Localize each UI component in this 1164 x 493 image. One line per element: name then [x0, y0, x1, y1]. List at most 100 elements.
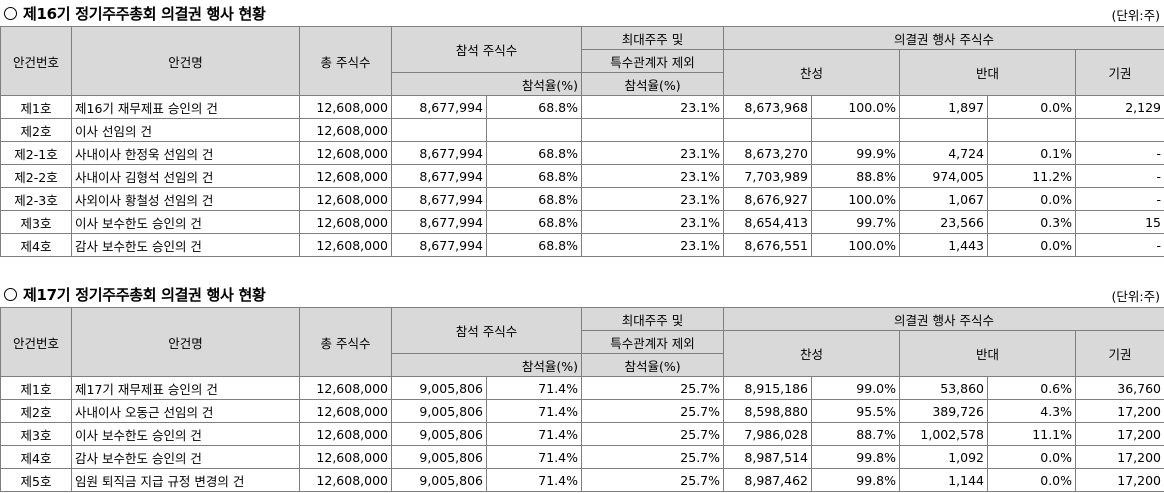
attending-shares-cell: 9,005,806 — [391, 376, 487, 400]
header-excl-line1: 최대주주 및 — [581, 26, 725, 50]
against-shares-cell: 1,897 — [899, 95, 989, 119]
excl-rate-cell: 23.1% — [581, 95, 725, 119]
abstain-shares-cell: 15 — [1075, 210, 1164, 234]
for-shares-cell: 8,915,186 — [723, 376, 813, 400]
header-voting-group: 의결권 행사 주식수 — [723, 307, 1164, 331]
attending-shares-cell: 8,677,994 — [391, 210, 487, 234]
against-pct-cell: 0.0% — [987, 95, 1077, 119]
for-shares-cell: 8,987,462 — [723, 468, 813, 492]
header-abstain: 기권 — [1075, 49, 1164, 96]
agenda-name-cell: 사내이사 오동근 선임의 건 — [71, 399, 300, 423]
total-shares-cell: 12,608,000 — [299, 233, 392, 257]
header-total-shares: 총 주식수 — [299, 307, 392, 377]
section-title: 제16기 정기주주총회 의결권 행사 현황 — [4, 3, 266, 24]
for-shares-cell: 8,676,551 — [723, 233, 813, 257]
agenda-name-cell: 임원 퇴직금 지급 규정 변경의 건 — [71, 468, 300, 492]
excl-rate-cell: 23.1% — [581, 233, 725, 257]
abstain-shares-cell: - — [1075, 164, 1164, 188]
agenda-name-cell: 이사 선임의 건 — [71, 118, 300, 142]
attending-shares-cell: 8,677,994 — [391, 95, 487, 119]
header-for: 찬성 — [723, 49, 901, 96]
for-shares-cell: 7,703,989 — [723, 164, 813, 188]
agenda-name-cell: 제17기 재무제표 승인의 건 — [71, 376, 300, 400]
abstain-shares-cell: 17,200 — [1075, 422, 1164, 446]
for-pct-cell: 99.7% — [811, 210, 901, 234]
table-row: 제3호 이사 보수한도 승인의 건 12,608,000 8,677,994 68.8%… — [0, 210, 1164, 234]
excl-rate-cell — [581, 118, 725, 142]
table-row: 제2호 사내이사 오동근 선임의 건 12,608,000 9,005,806 71.4… — [0, 399, 1164, 423]
for-pct-cell: 100.0% — [811, 233, 901, 257]
attendance-rate-cell: 71.4% — [485, 445, 583, 469]
attendance-rate-cell: 71.4% — [485, 468, 583, 492]
for-shares-cell: 8,673,270 — [723, 141, 813, 165]
total-shares-cell: 12,608,000 — [299, 210, 392, 234]
agenda-no-cell: 제2호 — [0, 118, 72, 142]
agenda-no-cell: 제2-1호 — [0, 141, 72, 165]
attendance-rate-cell: 71.4% — [485, 376, 583, 400]
table-header: 안건번호 안건명 총 주식수 참석 주식수 최대주주 및 의결권 행사 주식수 … — [0, 26, 1164, 96]
total-shares-cell: 12,608,000 — [299, 468, 392, 492]
for-pct-cell: 99.8% — [811, 468, 901, 492]
for-shares-cell — [723, 118, 813, 142]
attendance-rate-cell: 68.8% — [485, 141, 583, 165]
header-attendance-rate: 참석율(%) — [390, 353, 583, 377]
against-pct-cell: 0.6% — [987, 376, 1077, 400]
attendance-rate-cell: 71.4% — [485, 422, 583, 446]
excl-rate-cell: 25.7% — [581, 468, 725, 492]
against-shares-cell: 4,724 — [899, 141, 989, 165]
agenda-no-cell: 제2-2호 — [0, 164, 72, 188]
agenda-name-cell: 이사 보수한도 승인의 건 — [71, 210, 300, 234]
total-shares-cell: 12,608,000 — [299, 141, 392, 165]
agenda-no-cell: 제1호 — [0, 376, 72, 400]
header-attendance-rate: 참석율(%) — [390, 72, 583, 96]
against-pct-cell: 11.2% — [987, 164, 1077, 188]
against-pct-cell: 0.0% — [987, 468, 1077, 492]
against-shares-cell: 389,726 — [899, 399, 989, 423]
attending-shares-cell: 9,005,806 — [391, 399, 487, 423]
for-pct-cell: 88.8% — [811, 164, 901, 188]
against-shares-cell: 23,566 — [899, 210, 989, 234]
attending-shares-cell: 8,677,994 — [391, 164, 487, 188]
table-header: 안건번호 안건명 총 주식수 참석 주식수 최대주주 및 의결권 행사 주식수 … — [0, 307, 1164, 377]
agenda-no-cell: 제2-3호 — [0, 187, 72, 211]
agenda-no-cell: 제3호 — [0, 422, 72, 446]
against-pct-cell: 0.1% — [987, 141, 1077, 165]
table-row: 제2-2호 사내이사 김형석 선임의 건 12,608,000 8,677,994 68… — [0, 164, 1164, 188]
against-pct-cell: 0.0% — [987, 233, 1077, 257]
table-row: 제1호 제16기 재무제표 승인의 건 12,608,000 8,677,994 68.… — [0, 95, 1164, 119]
total-shares-cell: 12,608,000 — [299, 95, 392, 119]
abstain-shares-cell: 17,200 — [1075, 468, 1164, 492]
attendance-rate-cell: 68.8% — [485, 164, 583, 188]
total-shares-cell: 12,608,000 — [299, 422, 392, 446]
for-pct-cell: 100.0% — [811, 187, 901, 211]
for-shares-cell: 8,676,927 — [723, 187, 813, 211]
circle-bullet-icon — [4, 288, 17, 301]
voting-table: 안건번호 안건명 총 주식수 참석 주식수 최대주주 및 의결권 행사 주식수 … — [0, 307, 1164, 492]
excl-rate-cell: 23.1% — [581, 164, 725, 188]
section-header: 제16기 정기주주총회 의결권 행사 현황 (단위:주) — [0, 0, 1164, 26]
for-pct-cell — [811, 118, 901, 142]
circle-bullet-icon — [4, 7, 17, 20]
header-against: 반대 — [899, 49, 1077, 96]
excl-rate-cell: 23.1% — [581, 187, 725, 211]
header-excl-line1: 최대주주 및 — [581, 307, 725, 331]
for-pct-cell: 99.8% — [811, 445, 901, 469]
header-agenda-name: 안건명 — [71, 307, 300, 377]
against-shares-cell: 1,144 — [899, 468, 989, 492]
total-shares-cell: 12,608,000 — [299, 187, 392, 211]
excl-rate-cell: 25.7% — [581, 445, 725, 469]
against-shares-cell: 1,443 — [899, 233, 989, 257]
attending-shares-cell: 9,005,806 — [391, 468, 487, 492]
unit-label: (단위:주) — [1111, 8, 1160, 23]
agenda-no-cell: 제2호 — [0, 399, 72, 423]
for-shares-cell: 8,598,880 — [723, 399, 813, 423]
attending-shares-cell: 9,005,806 — [391, 445, 487, 469]
for-shares-cell: 7,986,028 — [723, 422, 813, 446]
agenda-name-cell: 감사 보수한도 승인의 건 — [71, 445, 300, 469]
agenda-no-cell: 제5호 — [0, 468, 72, 492]
abstain-shares-cell: 36,760 — [1075, 376, 1164, 400]
total-shares-cell: 12,608,000 — [299, 164, 392, 188]
table-body: 제1호 제17기 재무제표 승인의 건 12,608,000 9,005,806 71.… — [0, 376, 1164, 492]
voting-table: 안건번호 안건명 총 주식수 참석 주식수 최대주주 및 의결권 행사 주식수 … — [0, 26, 1164, 257]
agenda-name-cell: 사내이사 한정욱 선임의 건 — [71, 141, 300, 165]
